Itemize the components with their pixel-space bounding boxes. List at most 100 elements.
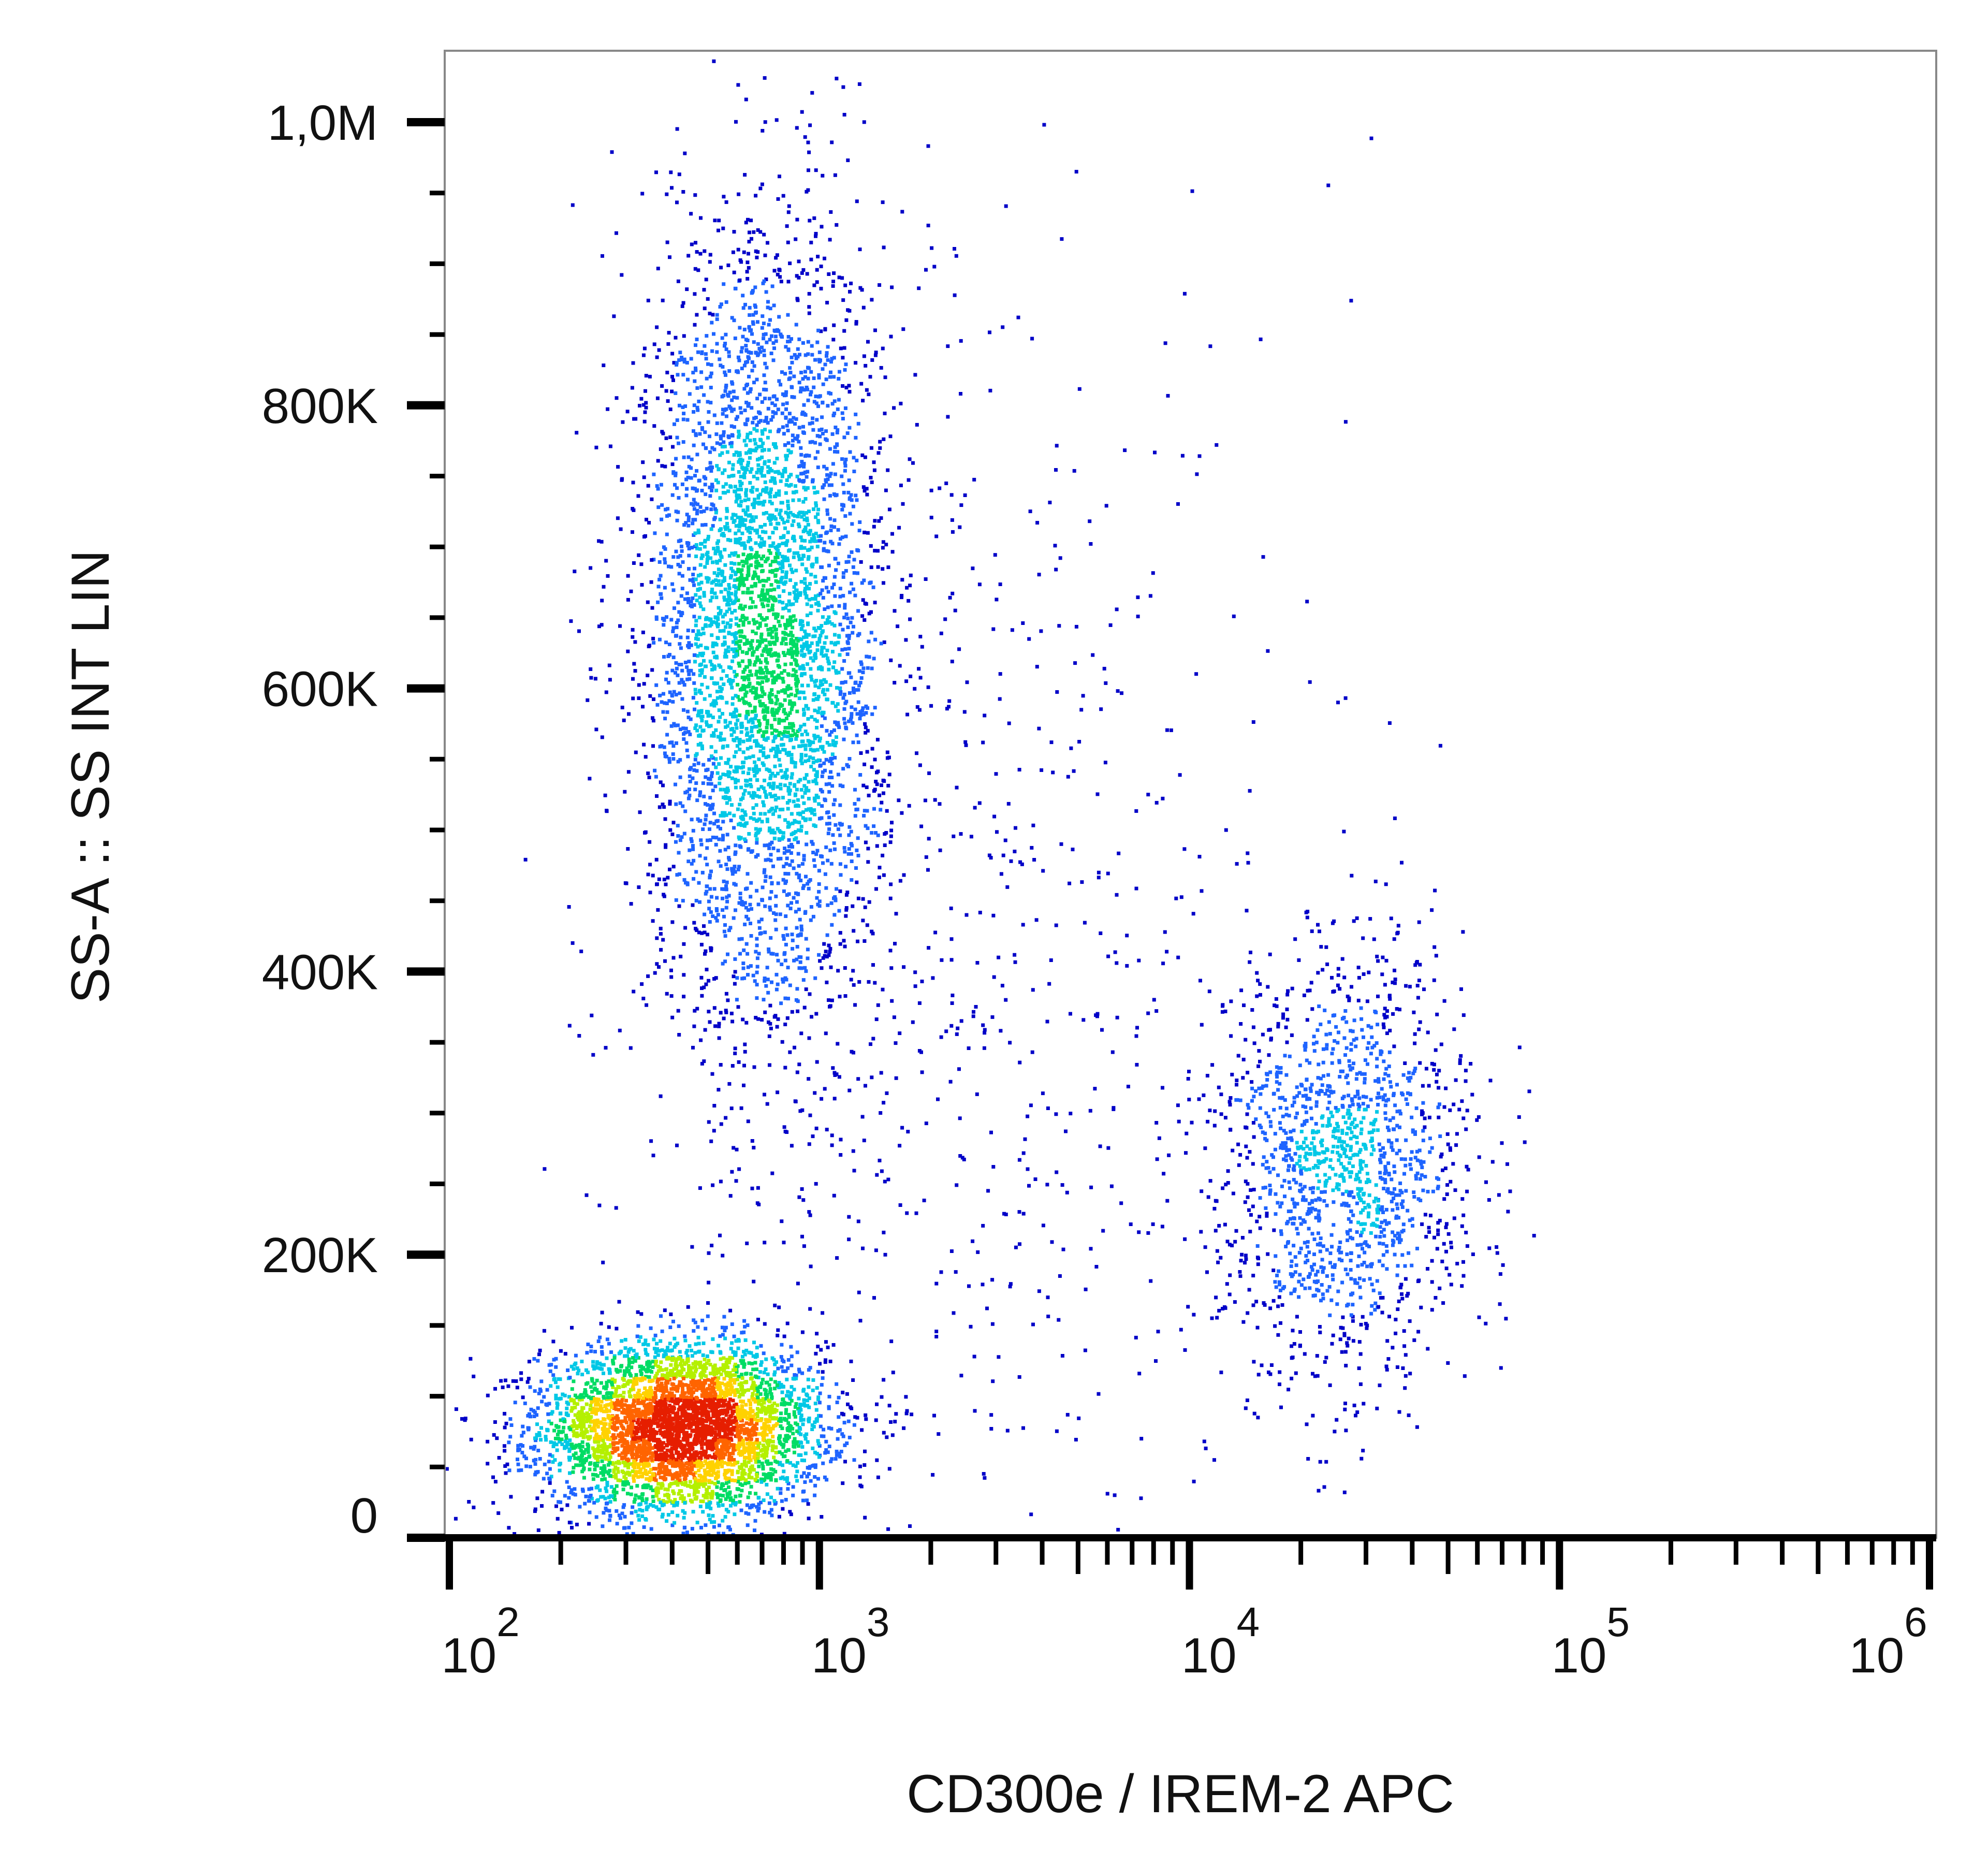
event-dot — [661, 1373, 664, 1377]
event-dot — [740, 1405, 744, 1409]
event-dot — [587, 1395, 591, 1399]
event-dot — [709, 1462, 713, 1466]
event-dot — [728, 1371, 732, 1375]
event-dot — [745, 1427, 749, 1431]
event-dot — [708, 1363, 712, 1367]
event-dot — [662, 1470, 666, 1475]
event-dot — [680, 1408, 684, 1411]
event-dot — [708, 1394, 712, 1398]
event-dot — [852, 1423, 856, 1427]
event-dot — [612, 1488, 617, 1492]
event-dot — [632, 1349, 636, 1353]
event-dot — [630, 1409, 634, 1413]
event-dot — [588, 777, 592, 781]
event-dot — [719, 1410, 723, 1415]
event-dot — [764, 530, 768, 534]
event-dot — [607, 1509, 611, 1513]
event-dot — [862, 120, 866, 124]
event-dot — [695, 1521, 699, 1524]
event-dot — [536, 1449, 540, 1452]
event-dot — [823, 641, 827, 645]
event-dot — [765, 1433, 769, 1437]
event-dot — [665, 1367, 669, 1371]
event-dot — [695, 1396, 699, 1401]
event-dot — [700, 1436, 705, 1440]
event-dot — [533, 1436, 537, 1440]
event-dot — [750, 1464, 754, 1468]
event-dot — [683, 1334, 687, 1338]
event-dot — [536, 1406, 540, 1410]
event-dot — [706, 1505, 710, 1509]
event-dot — [755, 1375, 758, 1379]
event-dot — [710, 1409, 714, 1412]
event-dot — [784, 606, 788, 610]
event-dot — [697, 1379, 701, 1383]
event-dot — [803, 1437, 808, 1441]
event-dot — [574, 1445, 578, 1449]
event-dot — [757, 1464, 761, 1468]
event-dot — [726, 1462, 730, 1466]
event-dot — [827, 1426, 831, 1430]
event-dot — [688, 732, 692, 736]
event-dot — [835, 1401, 839, 1404]
event-dot — [719, 1498, 723, 1502]
event-dot — [576, 1456, 580, 1461]
event-dot — [581, 1419, 584, 1423]
event-dot — [567, 1485, 571, 1489]
event-dot — [686, 1305, 690, 1309]
event-dot — [551, 1339, 556, 1344]
event-dot — [760, 1426, 764, 1430]
event-dot — [805, 1392, 809, 1396]
event-dot — [775, 1383, 779, 1387]
event-dot — [681, 1389, 685, 1393]
event-dot — [623, 1526, 627, 1530]
event-dot — [604, 1409, 608, 1414]
event-dot — [801, 1490, 805, 1494]
event-dot — [695, 1379, 699, 1383]
event-dot — [881, 346, 885, 351]
event-dot — [652, 1412, 656, 1417]
event-dot — [660, 1368, 664, 1372]
event-dot — [698, 1451, 703, 1455]
event-dot — [556, 1436, 560, 1440]
event-dot — [782, 1532, 786, 1536]
event-dot — [593, 1450, 597, 1454]
event-dot — [615, 1416, 619, 1420]
event-dot — [654, 1408, 659, 1412]
event-dot — [701, 1400, 705, 1404]
event-dot — [755, 778, 759, 782]
event-dot — [654, 1387, 658, 1391]
event-dot — [734, 1362, 737, 1366]
event-dot — [610, 1417, 615, 1421]
event-dot — [518, 1447, 522, 1451]
event-dot — [645, 1397, 649, 1401]
event-dot — [584, 1419, 589, 1423]
event-dot — [573, 1406, 577, 1409]
event-dot — [693, 1490, 697, 1494]
event-dot — [589, 1345, 593, 1348]
event-dot — [693, 1442, 697, 1446]
event-dot — [559, 1349, 563, 1353]
event-dot — [756, 1495, 761, 1499]
event-dot — [682, 1471, 686, 1475]
event-dot — [491, 1475, 495, 1479]
event-dot — [802, 857, 806, 862]
event-dot — [777, 1436, 781, 1440]
event-dot — [724, 332, 728, 337]
event-dot — [803, 375, 807, 379]
event-dot — [722, 1532, 725, 1536]
event-dot — [617, 1408, 621, 1412]
event-dot — [803, 413, 808, 417]
event-dot — [742, 523, 747, 527]
event-dot — [740, 1354, 744, 1359]
event-dot — [645, 1507, 649, 1511]
event-dot — [704, 1374, 708, 1378]
event-dot — [763, 1409, 767, 1412]
event-dot — [596, 1391, 600, 1395]
event-dot — [748, 1429, 752, 1433]
event-dot — [627, 1348, 631, 1352]
event-dot — [730, 1411, 735, 1415]
event-dot — [664, 1469, 667, 1473]
event-dot — [689, 1380, 693, 1384]
event-dot — [763, 977, 767, 980]
